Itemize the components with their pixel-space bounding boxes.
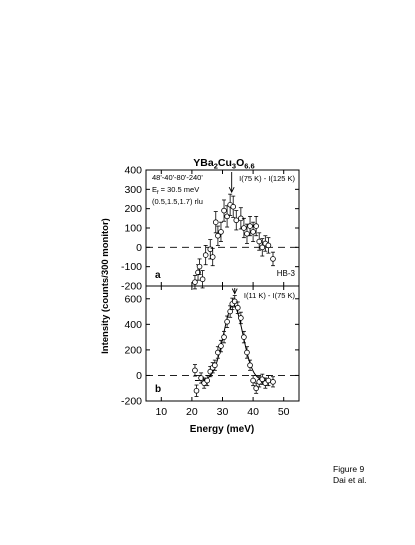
panel-a-data-point	[209, 254, 216, 260]
panel-a-data-point	[215, 232, 221, 239]
panel-a-data-point	[212, 219, 219, 226]
panel-a-data-point	[196, 263, 203, 270]
panel-a-title: I(75 K) - I(125 K)	[239, 174, 295, 183]
panel-b-y-tick-label: 200	[124, 344, 142, 356]
panel-a-y-tick-label: 100	[124, 223, 142, 235]
panel-a-data-point	[230, 203, 237, 210]
panel-b-data-point	[224, 318, 230, 325]
panel-b-peak-arrowhead	[231, 288, 238, 295]
panel-b-title: I(11 K) - I(75 K)	[244, 291, 296, 300]
panel-b-data-point	[215, 349, 221, 356]
panel-a-y-tick-label: 0	[136, 242, 142, 254]
panel-a-instrument: HB-3	[277, 269, 296, 278]
x-axis-label: Energy (meV)	[190, 424, 254, 435]
panel-a-data-point	[218, 229, 224, 235]
x-tick-label: 20	[186, 406, 198, 418]
panel-a-y-tick-label: 300	[124, 184, 142, 196]
panel-b-data-point	[212, 362, 218, 369]
panel-b-data-point	[265, 377, 272, 384]
panel-a-label: a	[155, 270, 161, 281]
caption-authors: Dai et al.	[333, 475, 367, 485]
panel-b-data-point	[227, 308, 233, 315]
panel-a-data-point	[250, 229, 256, 235]
panel-a-collimation: 48'-40'-80'-240'	[152, 173, 203, 182]
panel-b-y-tick-label: -200	[121, 396, 142, 408]
panel-a-data-point	[241, 225, 247, 231]
panel-a-data-point	[247, 223, 253, 229]
panel-a-data-point	[224, 213, 230, 220]
panel-a-final-energy: Ef = 30.5 meV	[152, 185, 199, 196]
y-axis-label: Intensity (counts/300 monitor)	[100, 218, 111, 354]
panel-b-data-point	[218, 343, 224, 349]
figure-caption: Figure 9 Dai et al.	[333, 464, 367, 486]
panel-b-data-point	[231, 298, 238, 305]
panel-a-data-point	[199, 276, 206, 283]
panel-a-data-point	[265, 242, 272, 249]
panel-a-data-point	[259, 244, 266, 251]
panel-a-data-point	[256, 238, 263, 245]
x-tick-label: 50	[278, 406, 290, 418]
panel-a-data-point	[270, 256, 276, 262]
panel-a-data-point	[202, 252, 209, 258]
x-tick-label: 30	[217, 406, 229, 418]
panel-a-data-point	[192, 279, 198, 285]
panel-b-frame	[145, 285, 300, 402]
panel-b-data-point	[253, 385, 259, 392]
panel-b-data-point	[244, 349, 250, 356]
panel-b-data-point	[247, 362, 253, 369]
panel-b-data-point	[250, 377, 256, 384]
panel-b-data-point	[221, 334, 227, 340]
panel-a-data-point	[233, 217, 240, 224]
x-tick-label: 10	[155, 406, 167, 418]
panel-a-data-point	[221, 207, 227, 214]
panel-b-data-point	[204, 377, 211, 384]
panel-a-peak-arrowhead	[228, 186, 235, 194]
chart-title: YBa2Cu3O6.6	[193, 157, 254, 171]
panel-b-y-tick-label: 400	[124, 319, 142, 331]
panel-b-data-point	[238, 315, 244, 321]
panel-a-y-tick-label: 200	[124, 203, 142, 215]
panel-a-data-point	[244, 231, 250, 237]
panel-b-label: b	[155, 384, 161, 395]
panel-b-data-point	[235, 304, 241, 311]
panel-a-y-tick-label: -200	[121, 281, 142, 293]
panel-b-data-point	[241, 334, 247, 340]
caption-figure-number: Figure 9	[333, 464, 365, 474]
panel-b-data-point	[192, 367, 198, 374]
panel-a-data-point	[253, 223, 259, 229]
panel-a-y-tick-label: 400	[124, 165, 142, 177]
x-tick-label: 40	[247, 406, 259, 418]
panel-b-y-tick-label: 600	[124, 293, 142, 305]
panel-a-y-tick-label: -100	[121, 261, 142, 273]
panel-b-data-point	[193, 387, 200, 394]
panel-a-wavevector: (0.5,1.5,1.7) rlu	[152, 197, 203, 206]
panel-a-data-point	[207, 246, 214, 253]
panel-b-data-point	[270, 379, 276, 385]
panel-b-y-tick-label: 0	[136, 370, 142, 382]
